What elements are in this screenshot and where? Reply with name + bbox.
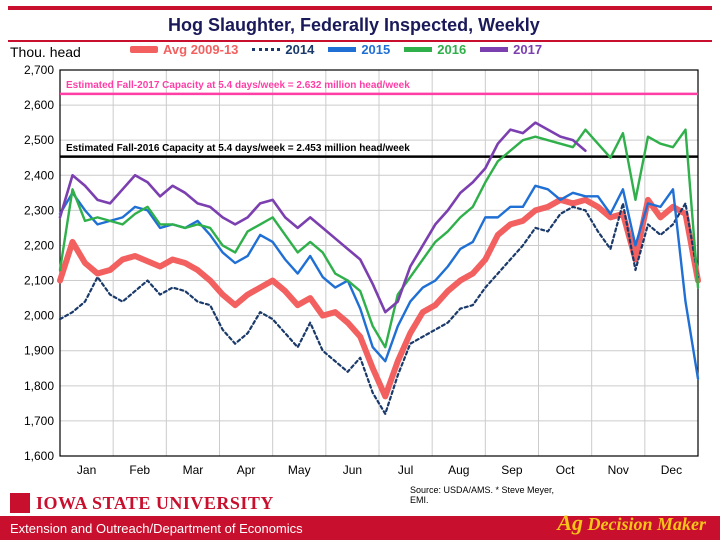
svg-text:1,700: 1,700 xyxy=(24,414,54,428)
svg-text:Aug: Aug xyxy=(448,463,469,477)
svg-text:2,000: 2,000 xyxy=(24,309,54,323)
legend-swatch xyxy=(252,48,280,51)
legend-item: Avg 2009-13 xyxy=(130,42,238,57)
legend-swatch xyxy=(328,47,356,52)
legend-swatch xyxy=(130,46,158,53)
svg-text:2,400: 2,400 xyxy=(24,168,54,182)
legend-item: 2016 xyxy=(404,42,466,57)
footer: IOWA STATE UNIVERSITY Source: USDA/AMS. … xyxy=(0,490,720,540)
svg-text:Jul: Jul xyxy=(398,463,413,477)
legend-swatch xyxy=(480,47,508,52)
university-logo: IOWA STATE UNIVERSITY xyxy=(10,490,274,516)
svg-text:Dec: Dec xyxy=(661,463,682,477)
legend-item: 2014 xyxy=(252,42,314,57)
svg-text:2,300: 2,300 xyxy=(24,203,54,217)
svg-text:Apr: Apr xyxy=(237,463,256,477)
capacity-label-2016: Estimated Fall-2016 Capacity at 5.4 days… xyxy=(66,143,410,154)
svg-text:2,200: 2,200 xyxy=(24,238,54,252)
header-bar: Hog Slaughter, Federally Inspected, Week… xyxy=(8,6,712,42)
svg-text:1,900: 1,900 xyxy=(24,344,54,358)
legend-label: 2015 xyxy=(361,42,390,57)
legend-label: 2014 xyxy=(285,42,314,57)
svg-text:1,600: 1,600 xyxy=(24,449,54,463)
legend-label: 2017 xyxy=(513,42,542,57)
svg-text:2,700: 2,700 xyxy=(24,63,54,77)
svg-text:Feb: Feb xyxy=(129,463,150,477)
yaxis-title: Thou. head xyxy=(10,44,81,60)
svg-text:Sep: Sep xyxy=(501,463,523,477)
svg-text:Nov: Nov xyxy=(608,463,629,477)
svg-text:2,600: 2,600 xyxy=(24,98,54,112)
university-name: IOWA STATE UNIVERSITY xyxy=(36,493,274,514)
legend-label: 2016 xyxy=(437,42,466,57)
svg-text:1,800: 1,800 xyxy=(24,379,54,393)
legend: Avg 2009-13 2014 2015 2016 2017 xyxy=(130,42,542,57)
capacity-label-2017: Estimated Fall-2017 Capacity at 5.4 days… xyxy=(66,80,410,91)
svg-text:Mar: Mar xyxy=(183,463,204,477)
chart-svg: 1,600 1,700 1,800 1,900 2,000 2,100 2,200 2,300… xyxy=(12,62,708,482)
logo-block xyxy=(10,493,30,513)
legend-item: 2017 xyxy=(480,42,542,57)
svg-text:Jan: Jan xyxy=(77,463,96,477)
source-text: Source: USDA/AMS. * Steve Meyer, EMI. xyxy=(410,486,560,506)
legend-label: Avg 2009-13 xyxy=(163,42,238,57)
chart-title: Hog Slaughter, Federally Inspected, Week… xyxy=(168,15,540,36)
ag-decision-maker-logo: Ag Decision Maker xyxy=(557,510,706,536)
svg-text:Jun: Jun xyxy=(343,463,362,477)
svg-text:Oct: Oct xyxy=(556,463,575,477)
svg-text:2,500: 2,500 xyxy=(24,133,54,147)
dept-name: Extension and Outreach/Department of Eco… xyxy=(10,521,303,536)
legend-swatch xyxy=(404,47,432,52)
svg-text:May: May xyxy=(288,463,311,477)
chart-area: 1,600 1,700 1,800 1,900 2,000 2,100 2,200 2,300… xyxy=(12,62,708,482)
legend-item: 2015 xyxy=(328,42,390,57)
svg-text:2,100: 2,100 xyxy=(24,274,54,288)
